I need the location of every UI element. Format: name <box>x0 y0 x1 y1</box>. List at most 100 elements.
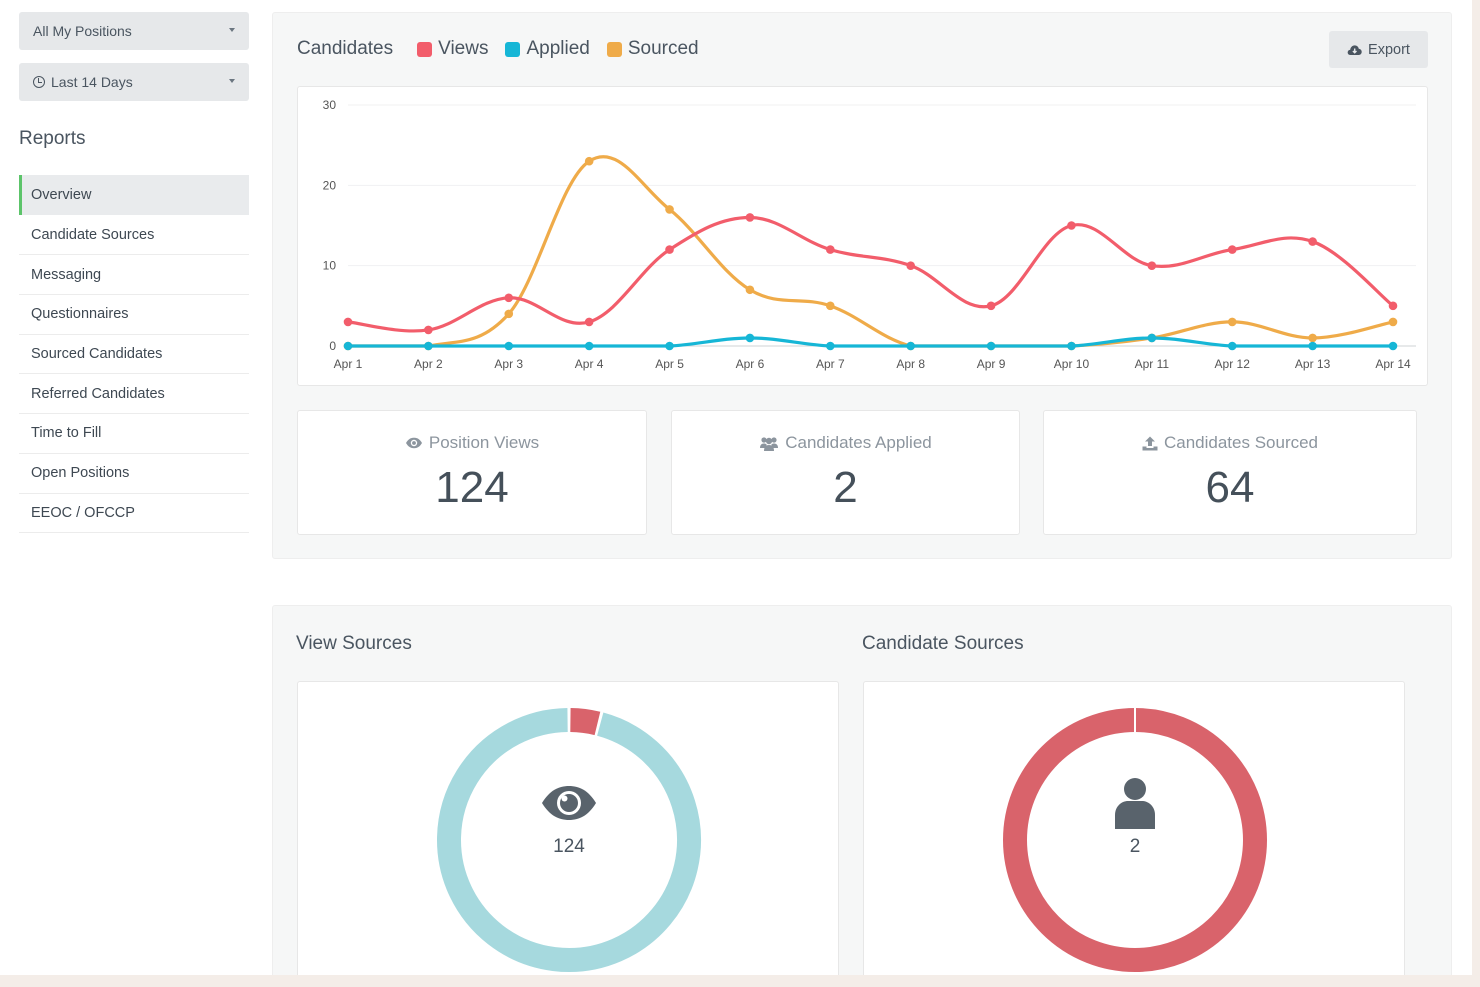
x-tick-label: Apr 5 <box>655 357 684 371</box>
chart-card: 0 10 20 30 Apr 1 Apr 2 Apr 3 Apr 4 Apr 5 Apr 6 Apr… <box>297 86 1428 386</box>
upload-icon <box>1142 436 1158 450</box>
data-point-views <box>665 245 674 254</box>
y-tick-label: 0 <box>329 339 336 353</box>
stat-label: Candidates Sourced <box>1163 433 1319 452</box>
data-point-views <box>343 317 353 327</box>
positions-select[interactable]: All My Positions <box>19 12 249 50</box>
sidebar-item-questionnaires[interactable]: Questionnaires <box>19 295 249 335</box>
sidebar-item-label: Open Positions <box>31 465 130 482</box>
chevron-down-icon <box>229 79 235 83</box>
donut-segment <box>437 708 701 972</box>
x-tick-label: Apr 14 <box>1375 357 1411 371</box>
sidebar-item-overview[interactable]: Overview <box>19 175 249 215</box>
x-tick-label: Apr 10 <box>1054 357 1090 371</box>
data-point-views <box>1067 221 1076 230</box>
sidebar-item-label: Candidate Sources <box>31 227 155 244</box>
y-tick-label: 10 <box>323 259 337 273</box>
data-point-applied <box>1227 341 1237 351</box>
data-point-views <box>584 317 594 327</box>
sidebar-item-label: Sourced Candidates <box>31 346 163 363</box>
sidebar-item-referred-candidates[interactable]: Referred Candidates <box>19 374 249 415</box>
candidates-line-chart: 0 10 20 30 Apr 1 Apr 2 Apr 3 Apr 4 Apr 5 Apr 6 Apr… <box>323 98 1416 371</box>
y-tick-label: 30 <box>323 98 337 112</box>
data-point-applied <box>584 341 594 351</box>
view-sources-total: 124 <box>553 836 585 857</box>
export-button-label: Export <box>1368 41 1410 58</box>
data-point-views <box>1388 301 1398 311</box>
sidebar-item-candidate-sources[interactable]: Candidate Sources <box>19 216 249 256</box>
x-tick-label: Apr 4 <box>575 357 604 371</box>
view-sources-donut-chart <box>437 708 701 972</box>
candidate-sources-donut-chart <box>1003 708 1267 972</box>
legend-label-views[interactable]: Views <box>438 38 489 59</box>
sidebar-item-messaging[interactable]: Messaging <box>19 255 249 296</box>
sidebar-item-label: EEOC / OFCCP <box>31 504 135 521</box>
legend-swatch-applied <box>505 41 521 57</box>
x-tick-label: Apr 8 <box>896 357 925 371</box>
stat-card-candidates-sourced: Candidates Sourced 64 <box>1043 410 1417 535</box>
data-point-applied <box>1147 333 1157 343</box>
positions-select-label: All My Positions <box>33 23 132 39</box>
data-point-sourced <box>826 301 835 311</box>
clock-icon <box>33 76 45 88</box>
reports-heading: Reports <box>19 128 86 149</box>
stat-card-position-views: Position Views 124 <box>297 410 647 535</box>
stat-card-candidates-applied: Candidates Applied 2 <box>671 410 1020 535</box>
candidate-sources-title: Candidate Sources <box>862 633 1024 654</box>
data-point-applied <box>826 341 835 351</box>
data-point-sourced <box>1388 317 1398 327</box>
sidebar-item-label: Messaging <box>31 266 102 283</box>
data-point-sourced <box>1227 317 1237 327</box>
legend-label-sourced[interactable]: Sourced <box>627 38 699 59</box>
candidate-sources-total: 2 <box>1129 836 1141 857</box>
x-tick-label: Apr 9 <box>977 357 1006 371</box>
users-icon <box>760 436 779 451</box>
candidate-sources-card: 2 <box>863 681 1405 975</box>
sidebar-item-label: Referred Candidates <box>31 385 165 402</box>
data-point-views <box>745 213 755 222</box>
stat-label: Position Views <box>428 433 540 452</box>
stat-label: Candidates Applied <box>785 433 932 452</box>
data-point-applied <box>1388 341 1398 351</box>
sidebar-item-eeoc-ofccp[interactable]: EEOC / OFCCP <box>19 494 249 534</box>
stat-value: 2 <box>833 463 858 512</box>
data-point-sourced <box>584 156 594 166</box>
reports-nav: Overview Candidate Sources Messaging Que… <box>19 175 249 534</box>
donut-segment <box>569 708 601 736</box>
chart-title: Candidates <box>297 38 394 59</box>
window-edge <box>0 975 1480 987</box>
series-line-applied <box>346 336 1395 348</box>
data-point-views <box>826 245 835 254</box>
data-point-views <box>424 325 433 335</box>
legend-swatch-views <box>417 41 433 57</box>
view-sources-card: 124 <box>297 681 839 975</box>
sidebar-item-open-positions[interactable]: Open Positions <box>19 454 249 494</box>
x-tick-label: Apr 12 <box>1215 357 1251 371</box>
data-point-sourced <box>745 285 755 295</box>
y-tick-label: 20 <box>323 178 337 192</box>
x-tick-label: Apr 7 <box>816 357 845 371</box>
data-point-views <box>986 301 996 311</box>
data-point-sourced <box>504 309 514 319</box>
sidebar-item-sourced-candidates[interactable]: Sourced Candidates <box>19 335 249 375</box>
sidebar-item-time-to-fill[interactable]: Time to Fill <box>19 414 249 454</box>
data-point-sourced <box>665 205 674 214</box>
view-sources-title: View Sources <box>296 633 412 654</box>
date-range-select[interactable]: Last 14 Days <box>19 63 249 101</box>
x-tick-label: Apr 3 <box>494 357 523 371</box>
data-point-applied <box>424 341 433 351</box>
x-tick-label: Apr 11 <box>1135 357 1170 371</box>
data-point-applied <box>665 341 674 351</box>
data-point-applied <box>906 341 915 351</box>
stat-value: 64 <box>1205 463 1255 512</box>
sidebar-item-label: Overview <box>31 186 92 203</box>
date-range-select-label: Last 14 Days <box>51 74 133 90</box>
eye-icon <box>542 786 596 820</box>
x-tick-label: Apr 13 <box>1295 357 1331 371</box>
legend-label-applied[interactable]: Applied <box>526 38 590 59</box>
data-point-views <box>1147 261 1157 270</box>
data-point-applied <box>343 341 353 351</box>
data-point-applied <box>745 333 755 343</box>
export-button[interactable]: Export <box>1329 31 1428 68</box>
